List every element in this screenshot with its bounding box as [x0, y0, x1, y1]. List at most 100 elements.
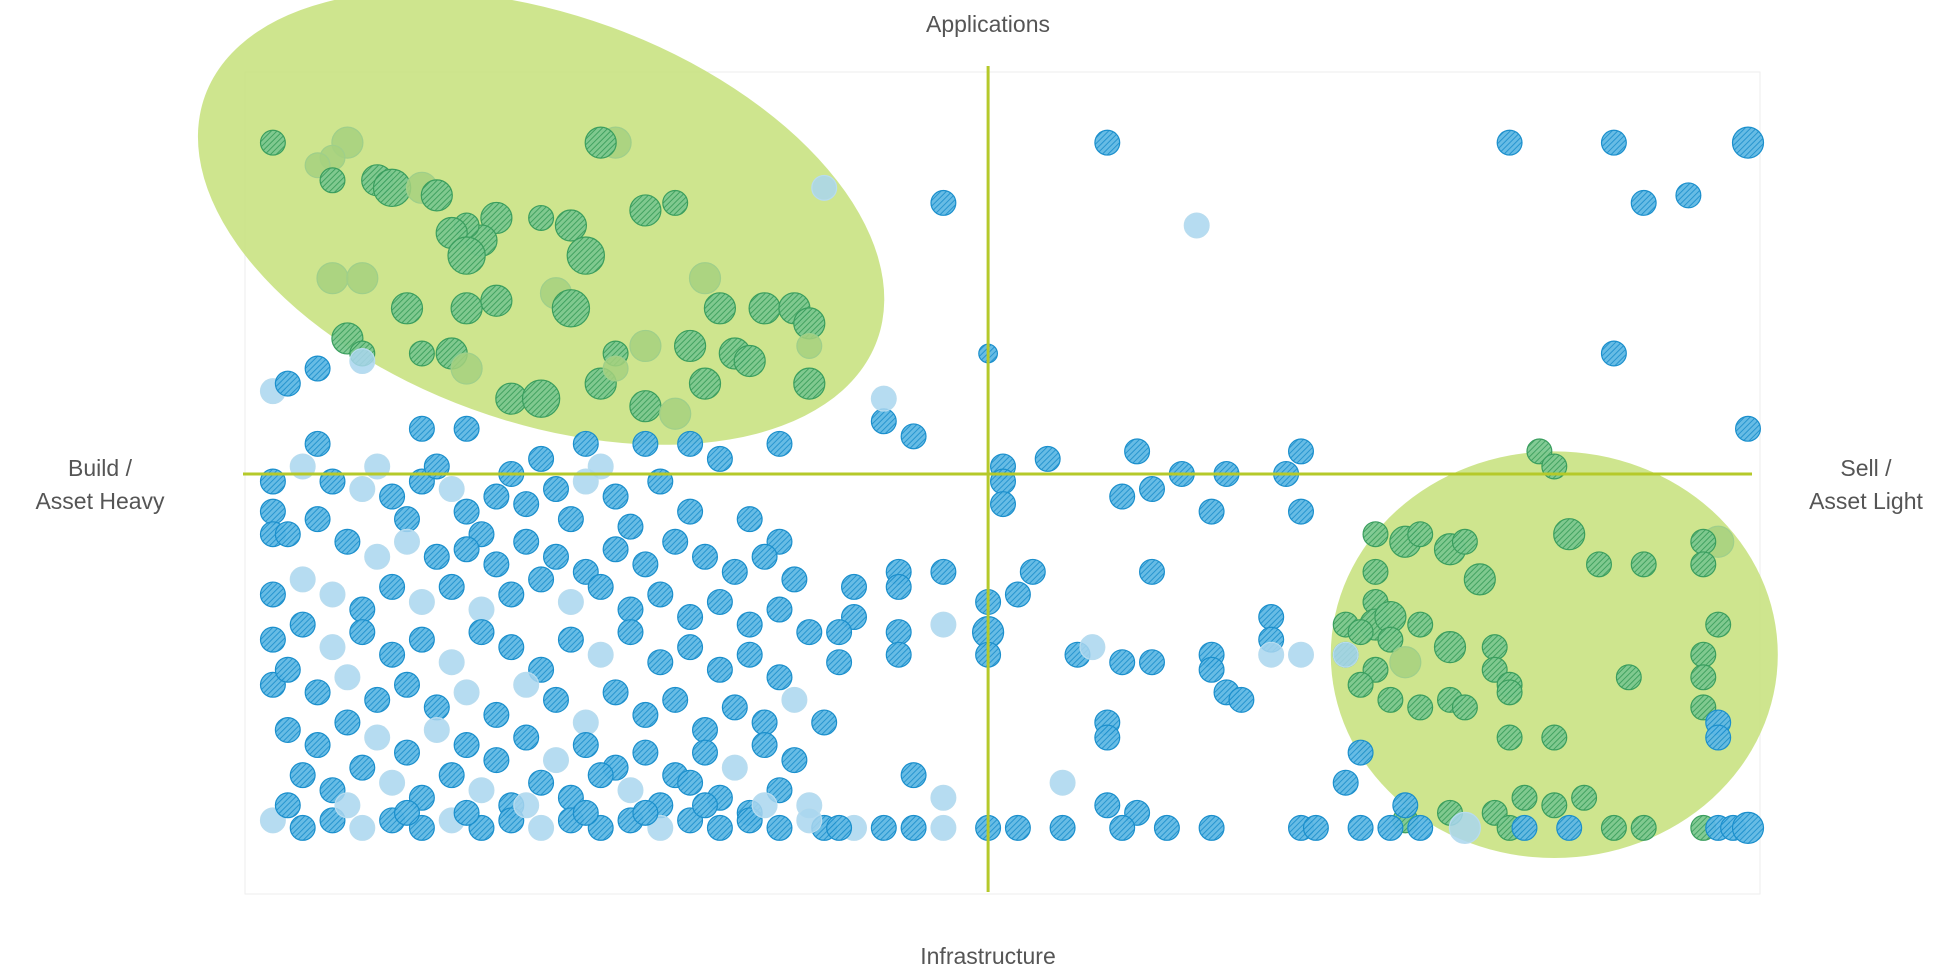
data-point-1-6[interactable]: [1731, 126, 1765, 159]
data-point-0-4[interactable]: [584, 126, 617, 159]
data-point-1-24[interactable]: [870, 385, 897, 412]
data-point-0-92[interactable]: [1496, 724, 1523, 751]
data-point-1-53[interactable]: [885, 641, 912, 668]
data-point-2-38[interactable]: [542, 543, 569, 570]
data-point-1-13[interactable]: [304, 355, 331, 382]
data-point-0-59[interactable]: [1553, 518, 1586, 551]
data-point-1-0[interactable]: [811, 174, 838, 201]
data-point-2-18[interactable]: [542, 476, 569, 503]
data-point-1-36[interactable]: [1138, 476, 1165, 503]
data-point-2-51[interactable]: [379, 573, 406, 600]
data-point-2-92[interactable]: [483, 701, 510, 728]
data-point-2-133[interactable]: [617, 777, 644, 804]
data-point-2-27[interactable]: [736, 506, 763, 533]
data-point-2-79[interactable]: [647, 649, 674, 676]
data-point-2-109[interactable]: [423, 716, 450, 743]
data-point-2-49[interactable]: [319, 581, 346, 608]
data-point-2-112[interactable]: [513, 724, 540, 751]
data-point-0-86[interactable]: [1690, 641, 1717, 668]
data-point-0-87[interactable]: [1690, 664, 1717, 691]
data-point-1-26[interactable]: [1034, 445, 1061, 472]
data-point-2-107[interactable]: [364, 724, 391, 751]
data-point-1-56[interactable]: [1109, 649, 1136, 676]
data-point-2-122[interactable]: [289, 762, 316, 789]
data-point-0-30[interactable]: [748, 292, 781, 325]
data-point-0-97[interactable]: [1630, 814, 1657, 841]
data-point-0-37[interactable]: [450, 352, 483, 385]
data-point-0-40[interactable]: [673, 329, 707, 363]
data-point-2-62[interactable]: [706, 588, 733, 615]
data-point-2-36[interactable]: [483, 551, 510, 578]
data-point-2-14[interactable]: [483, 483, 510, 510]
data-point-2-103[interactable]: [811, 709, 838, 736]
data-point-0-90[interactable]: [1451, 694, 1478, 721]
data-point-1-65[interactable]: [1094, 724, 1121, 751]
data-point-0-54[interactable]: [1362, 521, 1389, 548]
data-point-2-40[interactable]: [602, 536, 629, 563]
data-point-2-1[interactable]: [259, 498, 286, 525]
data-point-0-62[interactable]: [1690, 551, 1717, 578]
data-point-2-41[interactable]: [632, 551, 659, 578]
data-point-2-165[interactable]: [572, 799, 599, 826]
data-point-1-47[interactable]: [930, 558, 957, 585]
data-point-2-91[interactable]: [453, 679, 480, 706]
data-point-0-75[interactable]: [1389, 646, 1422, 679]
data-point-1-21[interactable]: [766, 430, 793, 457]
data-point-2-67[interactable]: [289, 611, 316, 638]
data-point-1-14[interactable]: [349, 348, 376, 375]
data-point-2-57[interactable]: [557, 588, 584, 615]
data-point-0-98[interactable]: [1600, 814, 1627, 841]
data-point-1-5[interactable]: [1600, 129, 1627, 156]
data-point-2-22[interactable]: [602, 483, 629, 510]
data-point-2-82[interactable]: [736, 641, 763, 668]
data-point-1-80[interactable]: [1302, 814, 1329, 841]
data-point-2-118[interactable]: [691, 739, 718, 766]
data-point-1-68[interactable]: [1094, 792, 1121, 819]
data-point-2-161[interactable]: [334, 792, 361, 819]
data-point-1-63[interactable]: [1228, 686, 1255, 713]
data-point-1-22[interactable]: [870, 408, 897, 435]
data-point-2-93[interactable]: [513, 671, 540, 698]
data-point-2-63[interactable]: [736, 611, 763, 638]
data-point-0-63[interactable]: [1362, 558, 1389, 585]
data-point-2-43[interactable]: [691, 543, 718, 570]
data-point-2-48[interactable]: [289, 566, 316, 593]
data-point-2-158[interactable]: [796, 807, 823, 834]
data-point-1-50[interactable]: [826, 619, 853, 646]
data-point-1-85[interactable]: [1511, 814, 1538, 841]
data-point-0-84[interactable]: [1496, 679, 1523, 706]
data-point-1-8[interactable]: [1675, 182, 1702, 209]
data-point-1-27[interactable]: [1124, 438, 1151, 465]
data-point-1-83[interactable]: [1407, 814, 1434, 841]
data-point-0-66[interactable]: [1585, 551, 1612, 578]
data-point-0-6[interactable]: [319, 167, 346, 194]
data-point-2-168[interactable]: [751, 792, 778, 819]
data-point-1-94[interactable]: [1258, 641, 1285, 668]
data-point-2-164[interactable]: [513, 792, 540, 819]
data-point-2-52[interactable]: [408, 588, 435, 615]
data-point-0-19[interactable]: [447, 236, 486, 275]
data-point-0-50[interactable]: [659, 397, 692, 430]
data-point-2-132[interactable]: [587, 762, 614, 789]
data-point-2-89[interactable]: [394, 671, 421, 698]
data-point-0-61[interactable]: [1690, 528, 1717, 555]
data-point-0-67[interactable]: [1630, 551, 1657, 578]
data-point-2-76[interactable]: [557, 626, 584, 653]
data-point-2-17[interactable]: [528, 445, 555, 472]
data-point-2-11[interactable]: [438, 476, 465, 503]
data-point-0-10[interactable]: [420, 179, 453, 212]
data-point-2-73[interactable]: [468, 619, 495, 646]
data-point-2-35[interactable]: [453, 536, 480, 563]
data-point-1-20[interactable]: [677, 430, 704, 457]
data-point-1-19[interactable]: [632, 430, 659, 457]
data-point-0-78[interactable]: [1481, 634, 1508, 661]
data-point-2-44[interactable]: [721, 558, 748, 585]
data-point-2-64[interactable]: [766, 596, 793, 623]
data-point-2-16[interactable]: [513, 491, 540, 518]
data-point-2-127[interactable]: [438, 762, 465, 789]
data-point-2-60[interactable]: [647, 581, 674, 608]
data-point-0-93[interactable]: [1541, 724, 1568, 751]
data-point-1-99[interactable]: [930, 814, 957, 841]
data-point-0-88[interactable]: [1705, 611, 1732, 638]
data-point-2-113[interactable]: [542, 747, 569, 774]
